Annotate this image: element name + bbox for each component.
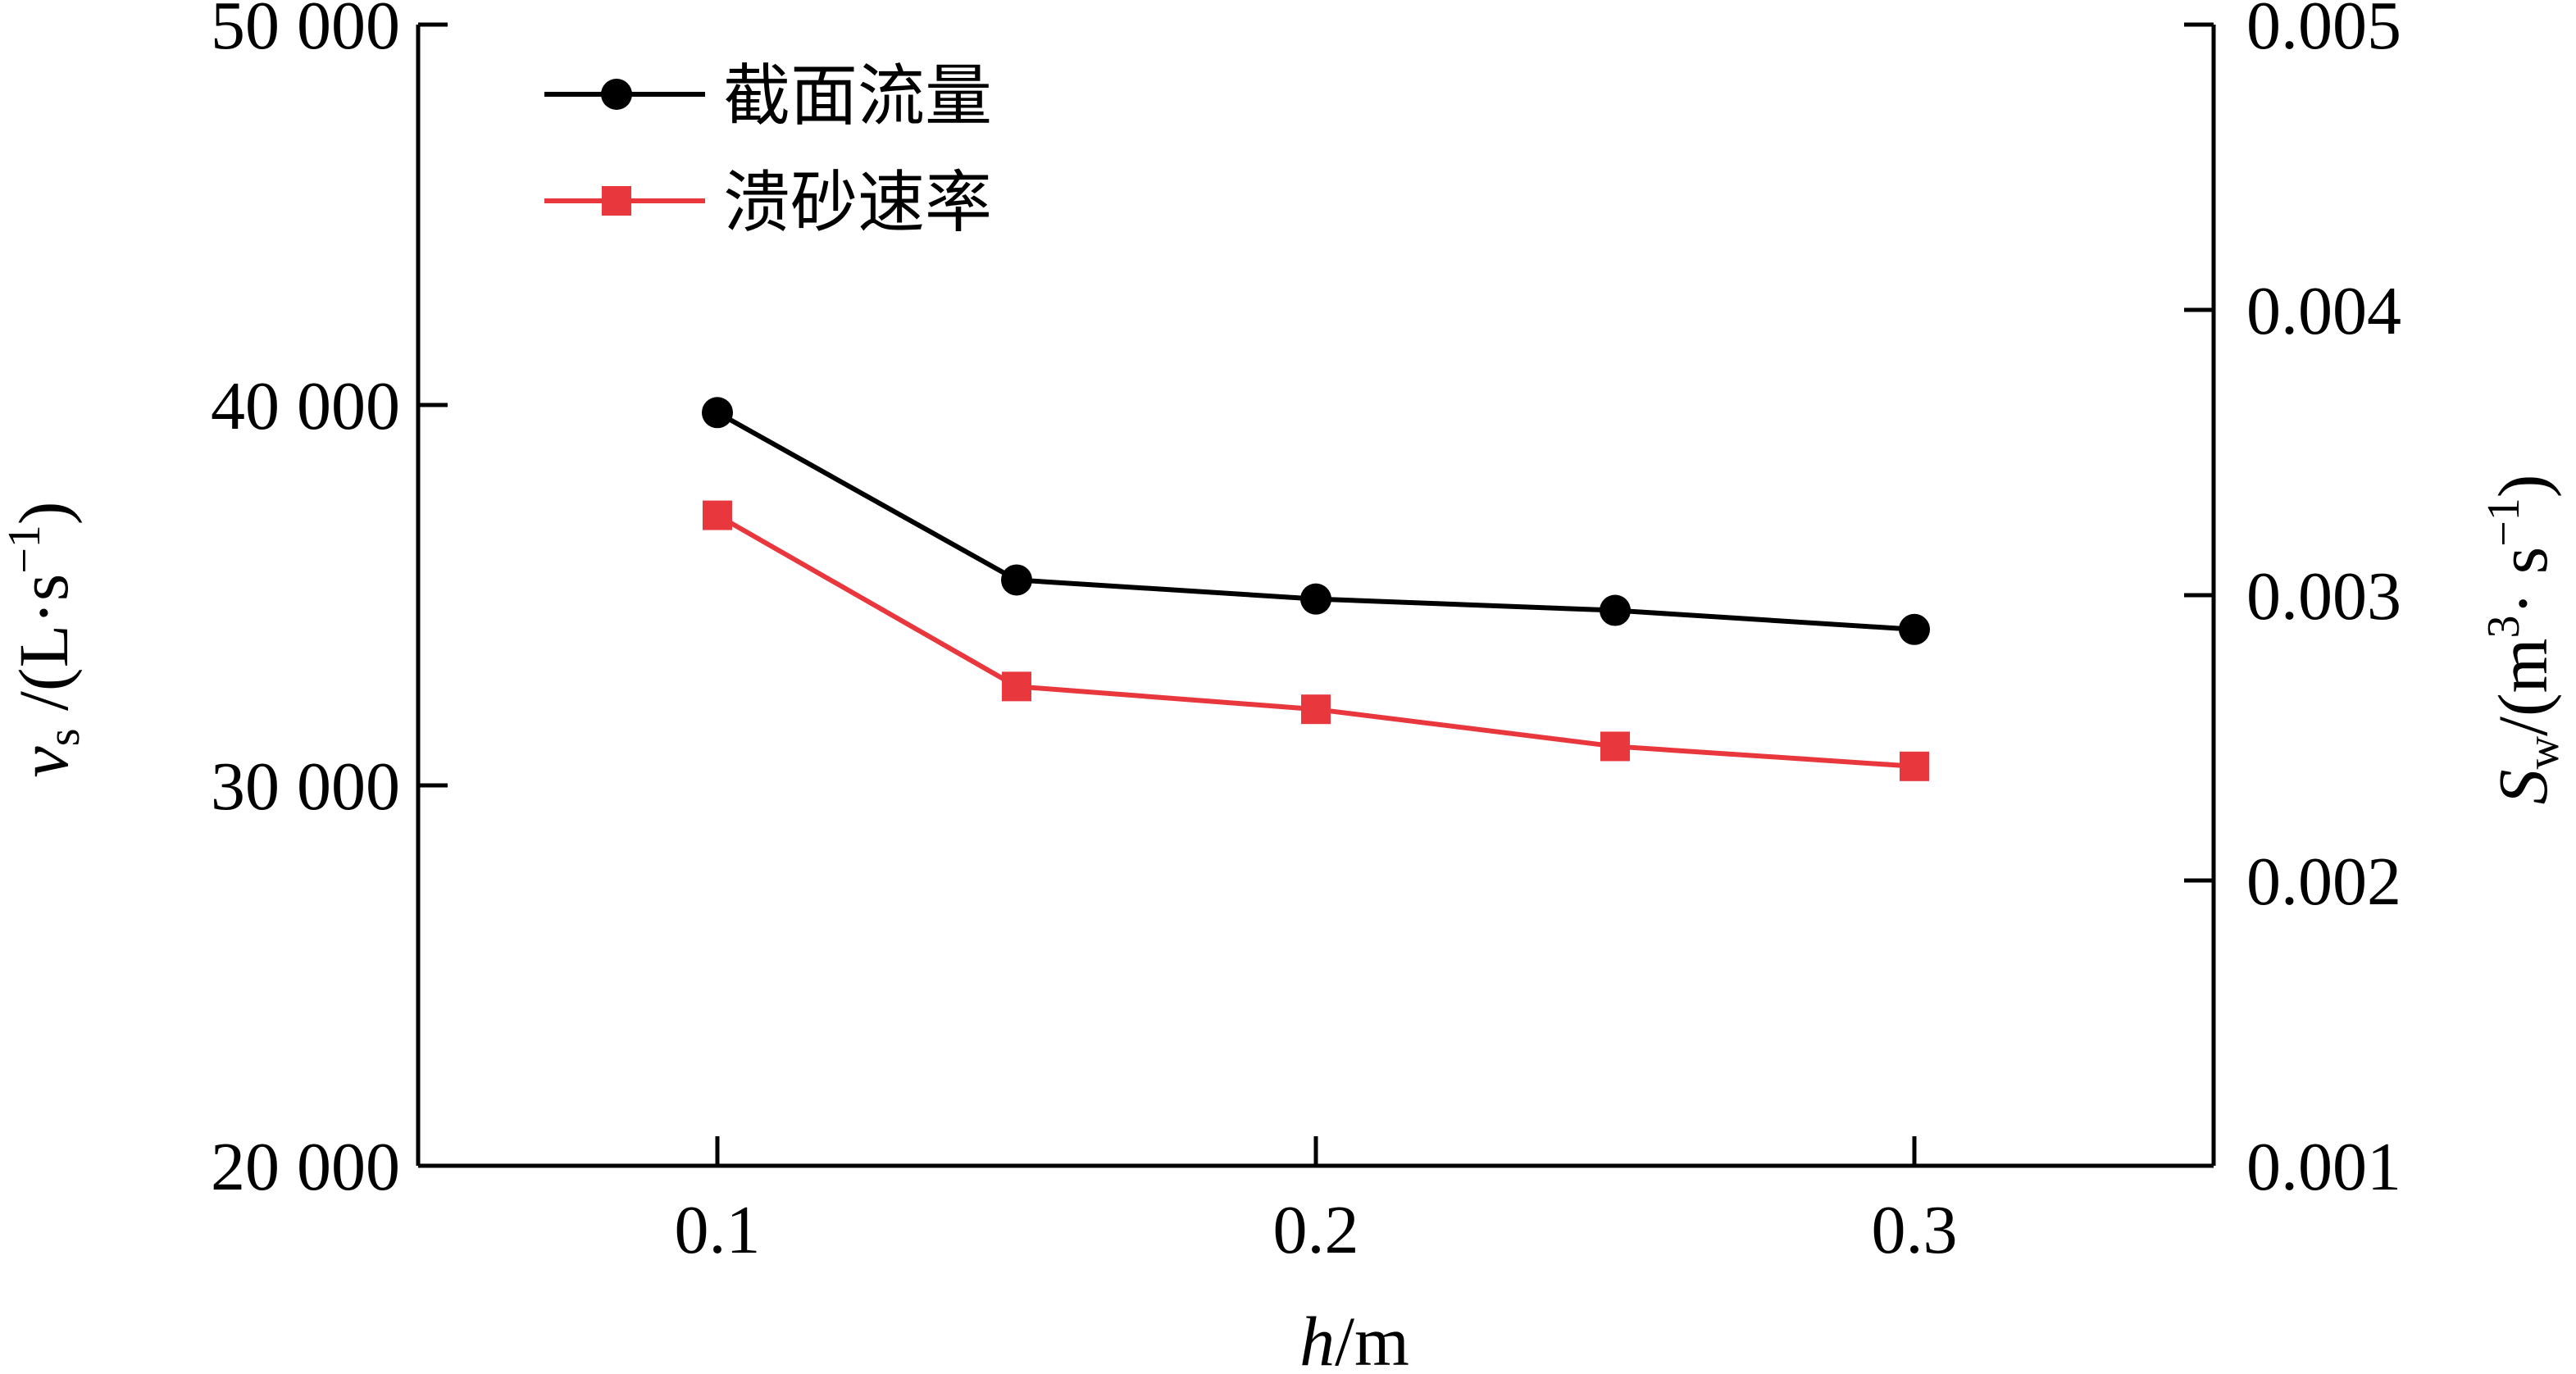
series-0-point-4 bbox=[1899, 613, 1930, 645]
y-right-title-mid: · s bbox=[2483, 547, 2562, 616]
series-1-point-3 bbox=[1600, 731, 1630, 762]
y-left-title-sub: s bbox=[39, 728, 89, 746]
y-right-tick-label-2: 0.003 bbox=[2246, 558, 2401, 635]
y-right-title-sub: w bbox=[2518, 735, 2569, 769]
y-left-tick-label-2: 40 000 bbox=[211, 368, 400, 444]
y-right-title-close: ) bbox=[2483, 475, 2562, 498]
y-right-tick-label-1: 0.002 bbox=[2246, 844, 2401, 920]
x-tick-label-0: 0.1 bbox=[675, 1192, 761, 1268]
axes: 0.1 0.2 0.3 20 000 30 000 40 000 50 000 0.001 0.… bbox=[211, 0, 2401, 1268]
legend: 截面流量 溃砂速率 bbox=[544, 57, 992, 242]
y-right-tick-label-3: 0.004 bbox=[2246, 273, 2401, 349]
legend-item-1: 溃砂速率 bbox=[544, 164, 992, 242]
y-left-tick-label-3: 50 000 bbox=[211, 0, 400, 64]
y-left-title-close: ) bbox=[4, 502, 83, 525]
series-1-line bbox=[716, 512, 1915, 769]
series-1-point-0 bbox=[703, 500, 732, 530]
y-left-title-main: v bbox=[4, 745, 83, 777]
y-left-title-unit: /(L·s bbox=[4, 574, 83, 729]
y-left-tick-label-1: 30 000 bbox=[211, 748, 400, 825]
series-layer bbox=[702, 397, 1930, 781]
x-tick-label-2: 0.3 bbox=[1872, 1192, 1958, 1268]
y-right-title-sup1: 3 bbox=[2478, 615, 2529, 638]
x-axis-title-unit: /m bbox=[1335, 1302, 1409, 1374]
series-0-point-2 bbox=[1300, 583, 1331, 615]
legend-marker-1 bbox=[602, 186, 631, 216]
series-1-point-2 bbox=[1301, 694, 1331, 725]
y-right-tick-label-0: 0.001 bbox=[2246, 1129, 2401, 1205]
x-axis-title-main: h bbox=[1299, 1302, 1335, 1374]
y-right-title-main: S bbox=[2483, 769, 2562, 804]
series-0-point-1 bbox=[1001, 564, 1032, 596]
legend-label-1: 溃砂速率 bbox=[723, 164, 992, 242]
series-1-point-4 bbox=[1900, 751, 1929, 781]
y-left-tick-label-0: 20 000 bbox=[211, 1129, 400, 1205]
series-0-point-3 bbox=[1600, 594, 1631, 626]
y-right-title-sup2: −1 bbox=[2478, 498, 2529, 547]
legend-item-0: 截面流量 bbox=[544, 57, 992, 135]
y-left-axis-title: vs /(L·s−1) bbox=[0, 502, 89, 778]
y-right-title-unit: /(m bbox=[2483, 638, 2562, 735]
series-1-point-1 bbox=[1002, 671, 1031, 702]
x-tick-label-1: 0.2 bbox=[1273, 1192, 1359, 1268]
x-axis-title: h/m bbox=[1299, 1302, 1409, 1374]
y-left-title-sup: −1 bbox=[0, 525, 50, 574]
y-right-axis-title: Sw/(m3· s−1) bbox=[2478, 475, 2569, 805]
y-right-tick-label-4: 0.005 bbox=[2246, 0, 2401, 64]
legend-marker-0 bbox=[601, 79, 632, 110]
series-0-point-0 bbox=[702, 397, 733, 429]
legend-label-0: 截面流量 bbox=[723, 57, 992, 135]
